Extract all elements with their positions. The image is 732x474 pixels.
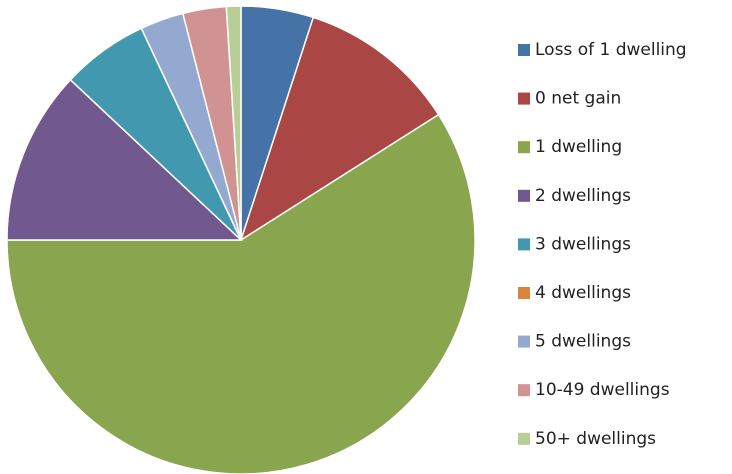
legend-label: 3 dwellings — [535, 234, 631, 254]
legend-swatch — [518, 384, 530, 397]
legend-label: 2 dwellings — [535, 186, 631, 206]
legend-swatch — [518, 92, 530, 105]
legend-label: 5 dwellings — [535, 332, 631, 352]
legend-label: 10-49 dwellings — [535, 380, 670, 400]
pie-slice — [225, 5, 242, 241]
legend-label: 0 net gain — [535, 89, 621, 109]
legend-label: 1 dwelling — [535, 137, 622, 157]
legend-swatch — [518, 141, 530, 154]
legend-label: Loss of 1 dwelling — [535, 40, 687, 60]
legend-swatch — [518, 238, 530, 251]
legend-swatch — [518, 44, 530, 56]
legend-label: 50+ dwellings — [535, 429, 656, 449]
pie-slice — [6, 78, 243, 241]
pie-slice — [239, 16, 440, 242]
legend-label: 4 dwellings — [535, 283, 631, 303]
legend-swatch — [518, 189, 530, 202]
legend-swatch — [518, 432, 530, 445]
legend-swatch — [518, 335, 530, 348]
pie-slice — [6, 113, 476, 474]
legend-swatch — [518, 287, 530, 299]
